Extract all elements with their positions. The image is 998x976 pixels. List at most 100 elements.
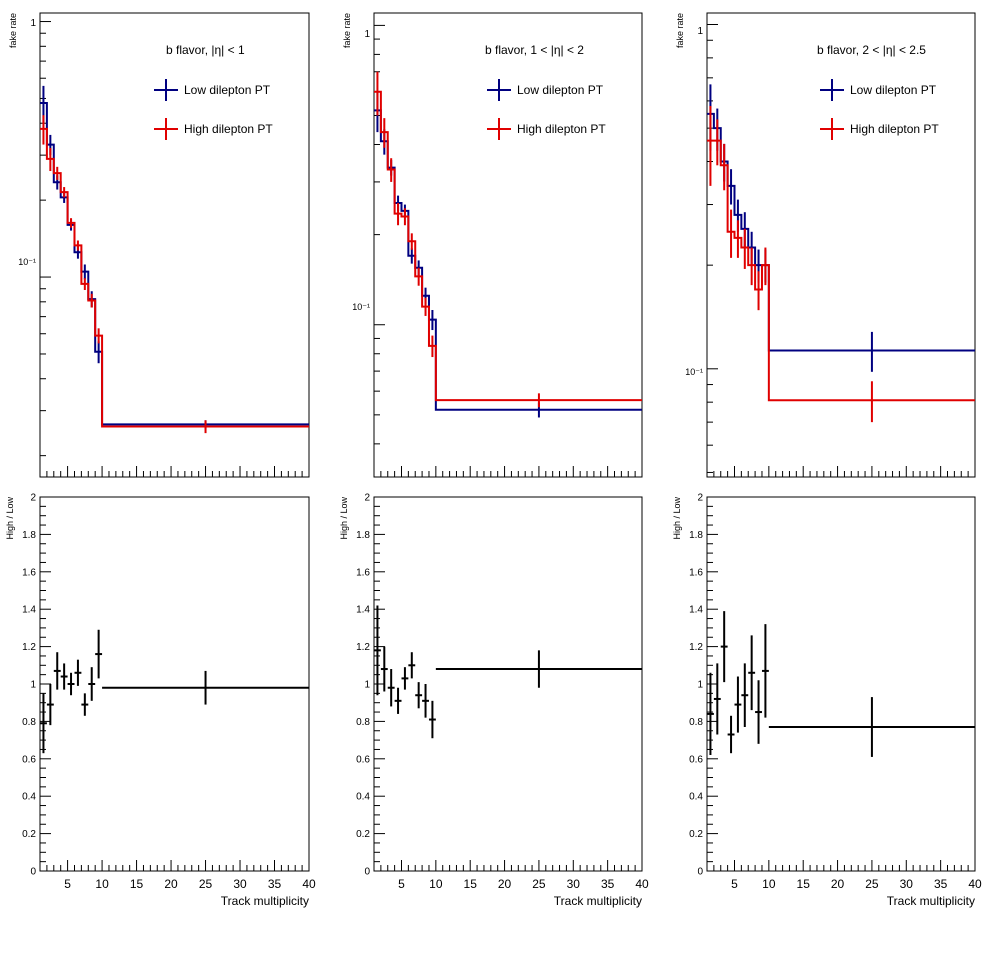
legend: Low dilepton PT High dilepton PT — [487, 79, 606, 140]
ratio-point — [81, 693, 89, 716]
legend-label: High dilepton PT — [517, 122, 606, 136]
x-axis-label: Track multiplicity — [221, 894, 309, 908]
y-tick-label: 1.2 — [356, 642, 370, 653]
histogram-line — [707, 139, 975, 402]
y-tick-label: 0 — [30, 867, 36, 878]
x-tick-label: 25 — [865, 877, 879, 891]
y-axis-label: fake rate — [342, 13, 352, 48]
y-tick-label: 0.8 — [356, 717, 370, 728]
x-tick-label: 35 — [601, 877, 615, 891]
legend-label: Low dilepton PT — [850, 83, 937, 97]
ratio-point — [755, 680, 762, 744]
x-tick-label: 10 — [95, 877, 109, 891]
ratio-panel-3: 00.20.40.60.811.21.41.61.825 10 15 20 25 30 35… — [672, 493, 982, 909]
plot-frame — [373, 496, 643, 872]
series-high-dilepton-pt — [707, 105, 975, 423]
y-tick-label: 2 — [364, 493, 370, 504]
ratio-point — [748, 635, 756, 711]
x-tick-label: 25 — [532, 877, 546, 891]
plot-frame — [39, 12, 310, 478]
x-axis-label: Track multiplicity — [887, 894, 975, 908]
x-tick-label: 40 — [635, 877, 649, 891]
y-tick-label: 1 — [30, 18, 36, 29]
y-tick-label: 1.4 — [356, 605, 370, 616]
y-tick-label: 10⁻¹ — [18, 257, 36, 267]
y-tick-label: 0.4 — [22, 792, 36, 803]
x-tick-label: 5 — [64, 877, 71, 891]
y-tick-label: 1 — [697, 680, 703, 691]
y-tick-label: 1 — [697, 26, 703, 37]
fake-rate-panel-2: 1 10⁻¹ fake rate b flavor, 1 < |η| < 2 Low d… — [342, 12, 643, 478]
y-tick-label: 0.2 — [689, 829, 703, 840]
legend-entry-low: Low dilepton PT — [487, 79, 604, 101]
ratio-point — [387, 669, 395, 707]
ratio-point — [46, 684, 54, 726]
y-tick-label: 1.6 — [22, 567, 36, 578]
series-ratio — [374, 605, 642, 739]
histogram-line — [374, 109, 642, 411]
x-tick-label: 35 — [268, 877, 282, 891]
legend-entry-low: Low dilepton PT — [154, 79, 271, 101]
ratio-point — [415, 682, 423, 709]
legend-label: High dilepton PT — [184, 122, 273, 136]
y-tick-label: 10⁻¹ — [352, 302, 370, 312]
x-tick-label: 15 — [130, 877, 144, 891]
x-tick-label: 20 — [498, 877, 512, 891]
legend-entry-high: High dilepton PT — [154, 118, 273, 140]
ratio-point — [88, 667, 96, 701]
series-high-dilepton-pt — [40, 115, 309, 434]
x-tick-label: 15 — [797, 877, 811, 891]
ratio-point — [741, 663, 749, 728]
legend-entry-high: High dilepton PT — [820, 118, 939, 140]
y-tick-label: 1.4 — [22, 605, 36, 616]
x-tick-label: 10 — [762, 877, 776, 891]
x-tick-label: 30 — [900, 877, 914, 891]
ratio-point — [374, 605, 381, 696]
y-tick-label: 1 — [30, 680, 36, 691]
fake-rate-panel-3: 1 10⁻¹ fake rate b flavor, 2 < |η| < 2.5 Low… — [675, 12, 976, 478]
panel-title: b flavor, 2 < |η| < 2.5 — [817, 43, 926, 57]
x-tick-label: 15 — [464, 877, 478, 891]
y-tick-label: 10⁻¹ — [685, 367, 703, 377]
ratio-point — [707, 672, 714, 756]
x-tick-label: 40 — [302, 877, 316, 891]
y-tick-label: 0.6 — [356, 754, 370, 765]
x-tick-label: 40 — [968, 877, 982, 891]
panel-title: b flavor, 1 < |η| < 2 — [485, 43, 584, 57]
ratio-point — [67, 672, 75, 696]
ratio-panel-2: 00.20.40.60.811.21.41.61.825 10 15 20 25 30 35… — [339, 493, 649, 909]
y-tick-label: 0.4 — [356, 792, 370, 803]
fake-rate-panel-1: 1 10⁻¹ fake rate b flavor, |η| < 1 Low dilep… — [8, 12, 310, 478]
ratio-point — [40, 693, 47, 754]
x-tick-label: 20 — [831, 877, 845, 891]
y-tick-label: 0.4 — [689, 792, 703, 803]
series-ratio — [707, 611, 975, 757]
y-tick-label: 1.6 — [689, 567, 703, 578]
ratio-point — [422, 684, 429, 718]
x-tick-label: 35 — [934, 877, 948, 891]
histogram-line — [40, 127, 309, 428]
legend-label: Low dilepton PT — [517, 83, 604, 97]
x-tick-label: 30 — [233, 877, 247, 891]
y-tick-label: 2 — [697, 493, 703, 504]
ratio-point — [727, 715, 735, 754]
plot-frame — [373, 12, 643, 478]
y-axis-label: High / Low — [5, 497, 15, 540]
ratio-point — [60, 663, 68, 690]
y-tick-label: 1.2 — [22, 642, 36, 653]
legend-entry-low: Low dilepton PT — [820, 79, 937, 101]
x-tick-label: 30 — [567, 877, 581, 891]
series-ratio — [40, 629, 309, 754]
y-axis-label: High / Low — [339, 497, 349, 540]
x-tick-label: 10 — [429, 877, 443, 891]
ratio-point — [768, 697, 975, 757]
y-tick-label: 0.6 — [689, 754, 703, 765]
y-tick-label: 1 — [364, 29, 370, 40]
ratio-point — [761, 624, 769, 718]
legend-label: High dilepton PT — [850, 122, 939, 136]
y-axis-label: High / Low — [672, 497, 682, 540]
ratio-point — [720, 611, 728, 683]
plot-frame — [706, 496, 976, 872]
y-tick-label: 0.8 — [689, 717, 703, 728]
y-tick-label: 1.6 — [356, 567, 370, 578]
